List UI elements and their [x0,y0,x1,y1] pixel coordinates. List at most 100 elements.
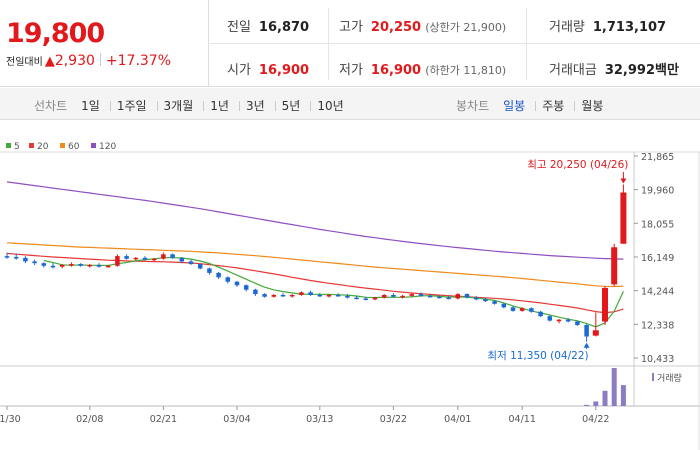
candle-body [87,264,93,267]
candle-body [161,254,166,259]
x-tick-label: 03/13 [306,414,333,425]
candle-body [363,298,369,301]
candle-body [142,257,148,260]
min-price-arrowhead [583,342,590,348]
candle-body [464,294,470,298]
period-5y[interactable]: 5년 [275,99,301,113]
candle-body [556,319,562,322]
period-3m[interactable]: 3개월 [157,99,194,113]
divider [526,8,527,80]
candle-body [151,258,157,261]
volume-bar [620,385,626,406]
volume-bar [611,368,617,406]
legend-label-ma60: 60 [68,142,80,152]
price-tick-label: 19,960 [641,186,674,197]
candle-body [602,287,608,322]
x-tick-label: 04/11 [509,414,536,425]
candle-monthly[interactable]: 월봉 [574,99,603,113]
x-tick-label: 01/30 [0,414,21,425]
period-1d[interactable]: 1일 [81,99,100,113]
candle-body [69,264,74,266]
candle-body [170,254,175,258]
candle-daily[interactable]: 일봉 [503,99,526,113]
stat-open: 시가 16,900 [227,63,310,78]
quote-summary: 19,800 전일대비 ▲2,930 +17.37% 전일 16,870 고가 20,2… [0,0,700,87]
candle-body [492,301,497,304]
stat-low: 저가 16,900 (하한가 11,810) [339,63,507,78]
candle-body [501,303,507,308]
candle-body [133,257,139,260]
change-amount: 2,930 [54,53,95,69]
up-triangle-icon: ▲ [44,54,55,69]
legend-swatch-ma5 [6,143,11,148]
candle-body [78,264,83,266]
legend-label-ma20: 20 [37,142,49,152]
candle-body [437,296,442,299]
candle-body [280,294,286,297]
candle-body [565,319,571,322]
period-1w[interactable]: 1주일 [110,99,147,113]
candle-body [179,257,185,262]
x-tick-label: 02/08 [76,414,103,425]
x-tick-label: 04/22 [582,414,609,425]
candle-body [575,321,580,326]
line-chart-periods: 선차트 1일 1주일 3개월 1년 3년 5년 10년 [34,97,354,114]
period-10y[interactable]: 10년 [310,99,343,113]
candle-body [326,294,332,297]
current-price: 19,800 [6,18,105,49]
stat-prev-close: 전일 16,870 [227,20,310,35]
candle-body [372,297,378,300]
candle-body [271,294,277,297]
candle-body [418,294,424,296]
candle-weekly[interactable]: 주봉 [535,99,564,113]
candle-body [23,257,28,262]
candle-body [299,292,304,295]
candle-body [115,256,120,266]
divider [328,8,329,80]
candle-body [584,325,589,337]
change-percent: +17.37% [105,53,172,69]
candle-body [234,281,240,286]
candle-body [455,294,461,299]
price-tick-label: 14,244 [641,287,674,298]
candle-body [538,311,543,317]
stat-high: 고가 20,250 (상한가 21,900) [339,20,507,35]
legend-swatch-ma60 [60,143,65,148]
candle-body [620,192,627,244]
candle-body [391,294,396,297]
candle-body [216,272,221,278]
candle-body [547,316,553,321]
candle-body [345,295,350,298]
candle-body [289,294,295,297]
candle-body [409,294,415,296]
candle-body [32,261,37,264]
candle-body [381,294,387,298]
price-tick-label: 12,338 [641,320,674,331]
candle-body [427,295,433,298]
price-tick-label: 16,149 [641,253,674,264]
candle-body [207,268,212,273]
max-price-annotation: 최고 20,250 (04/26) [527,159,628,171]
x-tick-label: 03/22 [380,414,407,425]
candle-body [253,289,258,295]
candle-chart-label: 봉차트 [456,99,490,113]
divider [210,43,700,44]
x-tick-label: 03/04 [223,414,250,425]
period-1y[interactable]: 1년 [203,99,229,113]
price-tick-label: 18,055 [641,219,674,230]
change-label: 전일대비 [6,57,43,68]
candle-body [308,292,313,295]
candle-body [400,295,405,298]
candle-body [41,263,47,266]
candle-body [611,247,618,285]
candle-body [446,297,451,300]
legend-label-ma120: 120 [99,142,116,152]
price-tick-label: 10,433 [641,354,674,365]
candle-body [317,294,323,297]
candle-body [473,297,479,300]
min-price-annotation: 최저 11,350 (04/22) [487,350,588,362]
candle-body [105,265,111,268]
candle-body [4,256,10,258]
candle-body [225,277,231,282]
period-3y[interactable]: 3년 [239,99,265,113]
